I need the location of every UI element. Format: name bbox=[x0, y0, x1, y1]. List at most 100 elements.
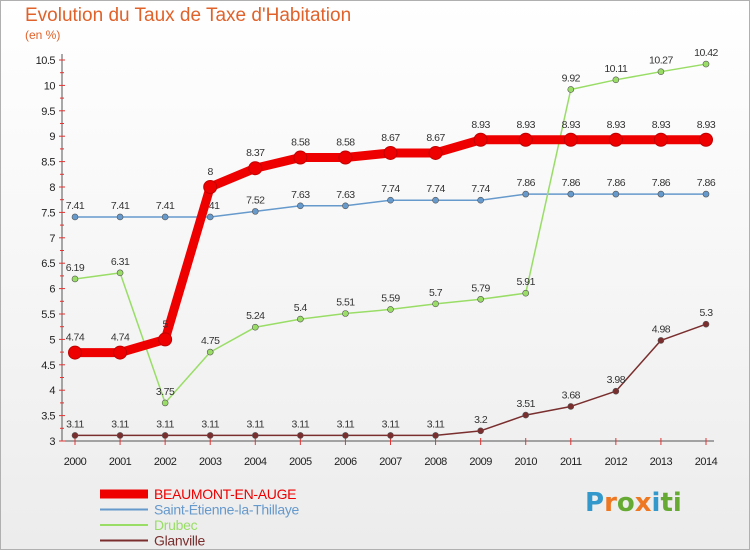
data-point-beaumont-en-auge bbox=[68, 345, 82, 360]
data-point-saint-etienne-la-thillaye bbox=[297, 202, 304, 210]
data-label-drubec: 3.75 bbox=[156, 386, 175, 398]
data-point-beaumont-en-auge bbox=[158, 332, 173, 347]
data-label-beaumont-en-auge: 8.67 bbox=[426, 132, 445, 144]
data-point-saint-etienne-la-thillaye bbox=[567, 190, 575, 198]
data-point-glanville bbox=[116, 432, 124, 439]
data-label-glanville: 4.98 bbox=[652, 323, 671, 335]
data-label-saint-etienne-la-thillaye: 7.41 bbox=[111, 200, 130, 212]
data-point-saint-etienne-la-thillaye bbox=[251, 208, 259, 215]
y-tick-label: 6 bbox=[49, 284, 55, 296]
data-label-saint-etienne-la-thillaye: 7.86 bbox=[516, 177, 535, 189]
data-label-beaumont-en-auge: 4.74 bbox=[66, 332, 85, 344]
data-point-drubec bbox=[387, 306, 394, 313]
data-label-saint-etienne-la-thillaye: 7.63 bbox=[291, 189, 310, 201]
data-point-glanville bbox=[522, 411, 530, 419]
data-point-beaumont-en-auge bbox=[653, 132, 668, 147]
data-label-saint-etienne-la-thillaye: 7.74 bbox=[471, 183, 490, 195]
data-point-glanville bbox=[477, 427, 484, 435]
legend-label-drubec: Drubec bbox=[154, 517, 198, 533]
y-tick-label: 3.5 bbox=[41, 411, 55, 423]
data-point-saint-etienne-la-thillaye bbox=[342, 202, 349, 210]
series-line-drubec bbox=[74, 63, 707, 404]
data-point-drubec bbox=[567, 86, 575, 93]
proxiti-logo: Proxiti bbox=[585, 488, 682, 518]
data-point-drubec bbox=[206, 348, 214, 356]
data-point-glanville bbox=[161, 432, 169, 439]
y-tick-label: 4 bbox=[49, 385, 55, 397]
legend-label-glanville: Glanville bbox=[154, 533, 206, 549]
data-point-beaumont-en-auge bbox=[473, 132, 488, 147]
data-point-beaumont-en-auge bbox=[383, 145, 398, 160]
data-label-saint-etienne-la-thillaye: 7.63 bbox=[336, 189, 355, 201]
x-tick-label: 2002 bbox=[154, 456, 177, 468]
data-point-glanville bbox=[206, 432, 214, 439]
logo-letter: x bbox=[634, 488, 652, 518]
y-tick-label: 10 bbox=[44, 80, 56, 92]
y-tick-label: 8 bbox=[49, 182, 55, 194]
data-point-drubec bbox=[657, 68, 665, 75]
x-tick-label: 2012 bbox=[605, 456, 628, 468]
data-point-glanville bbox=[432, 432, 439, 439]
data-point-beaumont-en-auge bbox=[563, 132, 578, 147]
legend-label-beaumont-en-auge: BEAUMONT-EN-AUGE bbox=[154, 486, 296, 502]
data-label-drubec: 6.19 bbox=[66, 262, 85, 274]
data-label-drubec: 5.91 bbox=[516, 276, 535, 288]
data-point-beaumont-en-auge bbox=[203, 180, 218, 194]
y-tick-label: 9 bbox=[49, 131, 55, 143]
data-point-glanville bbox=[612, 387, 620, 395]
y-tick-label: 5 bbox=[49, 334, 55, 346]
data-point-drubec bbox=[251, 323, 259, 331]
data-label-saint-etienne-la-thillaye: 7.86 bbox=[562, 177, 581, 189]
data-point-saint-etienne-la-thillaye bbox=[477, 196, 484, 204]
data-label-beaumont-en-auge: 8.93 bbox=[607, 119, 626, 131]
data-label-beaumont-en-auge: 4.74 bbox=[111, 332, 130, 344]
data-point-drubec bbox=[116, 269, 124, 277]
x-tick-label: 2000 bbox=[64, 456, 87, 468]
data-label-glanville: 5.3 bbox=[699, 307, 713, 319]
data-label-glanville: 3.11 bbox=[337, 418, 355, 430]
y-unit-label: (en %) bbox=[25, 28, 61, 42]
logo-letter: i bbox=[651, 488, 661, 518]
data-point-beaumont-en-auge bbox=[428, 145, 443, 160]
data-label-glanville: 3.11 bbox=[156, 418, 174, 430]
x-tick-label: 2007 bbox=[379, 456, 402, 468]
data-label-drubec: 5.51 bbox=[336, 296, 355, 308]
data-label-beaumont-en-auge: 8.58 bbox=[336, 137, 355, 149]
data-label-drubec: 5.59 bbox=[381, 292, 400, 304]
y-tick-label: 7.5 bbox=[41, 207, 55, 219]
data-point-saint-etienne-la-thillaye bbox=[71, 213, 79, 221]
data-point-glanville bbox=[297, 432, 304, 439]
x-tick-label: 2005 bbox=[289, 456, 312, 468]
data-point-beaumont-en-auge bbox=[113, 345, 128, 360]
y-tick-label: 7 bbox=[49, 233, 55, 245]
data-point-beaumont-en-auge bbox=[518, 132, 533, 147]
x-tick-label: 2001 bbox=[109, 456, 132, 468]
data-label-glanville: 3.2 bbox=[474, 414, 488, 426]
data-point-saint-etienne-la-thillaye bbox=[206, 213, 214, 221]
data-label-drubec: 10.11 bbox=[604, 63, 628, 75]
y-tick-label: 4.5 bbox=[41, 360, 55, 372]
data-point-drubec bbox=[297, 315, 304, 323]
data-label-glanville: 3.11 bbox=[66, 418, 84, 430]
logo-letter: t bbox=[660, 488, 673, 518]
data-label-beaumont-en-auge: 5 bbox=[162, 318, 168, 330]
data-point-saint-etienne-la-thillaye bbox=[161, 213, 169, 221]
data-point-beaumont-en-auge bbox=[608, 132, 623, 147]
x-tick-label: 2008 bbox=[424, 456, 447, 468]
data-point-drubec bbox=[522, 289, 530, 297]
y-tick-label: 6.5 bbox=[41, 258, 55, 270]
data-point-glanville bbox=[657, 337, 665, 344]
data-point-drubec bbox=[477, 295, 484, 303]
data-label-beaumont-en-auge: 8.93 bbox=[471, 119, 490, 131]
data-point-beaumont-en-auge bbox=[338, 150, 353, 165]
data-point-glanville bbox=[387, 432, 394, 439]
series-line-beaumont-en-auge bbox=[70, 135, 711, 358]
data-label-beaumont-en-auge: 8.58 bbox=[291, 137, 310, 149]
logo-letter: o bbox=[616, 488, 635, 518]
logo-letter: r bbox=[604, 488, 617, 518]
data-point-saint-etienne-la-thillaye bbox=[612, 190, 620, 198]
data-label-saint-etienne-la-thillaye: 7.74 bbox=[381, 183, 400, 195]
data-point-drubec bbox=[702, 60, 710, 68]
data-point-drubec bbox=[432, 300, 439, 308]
